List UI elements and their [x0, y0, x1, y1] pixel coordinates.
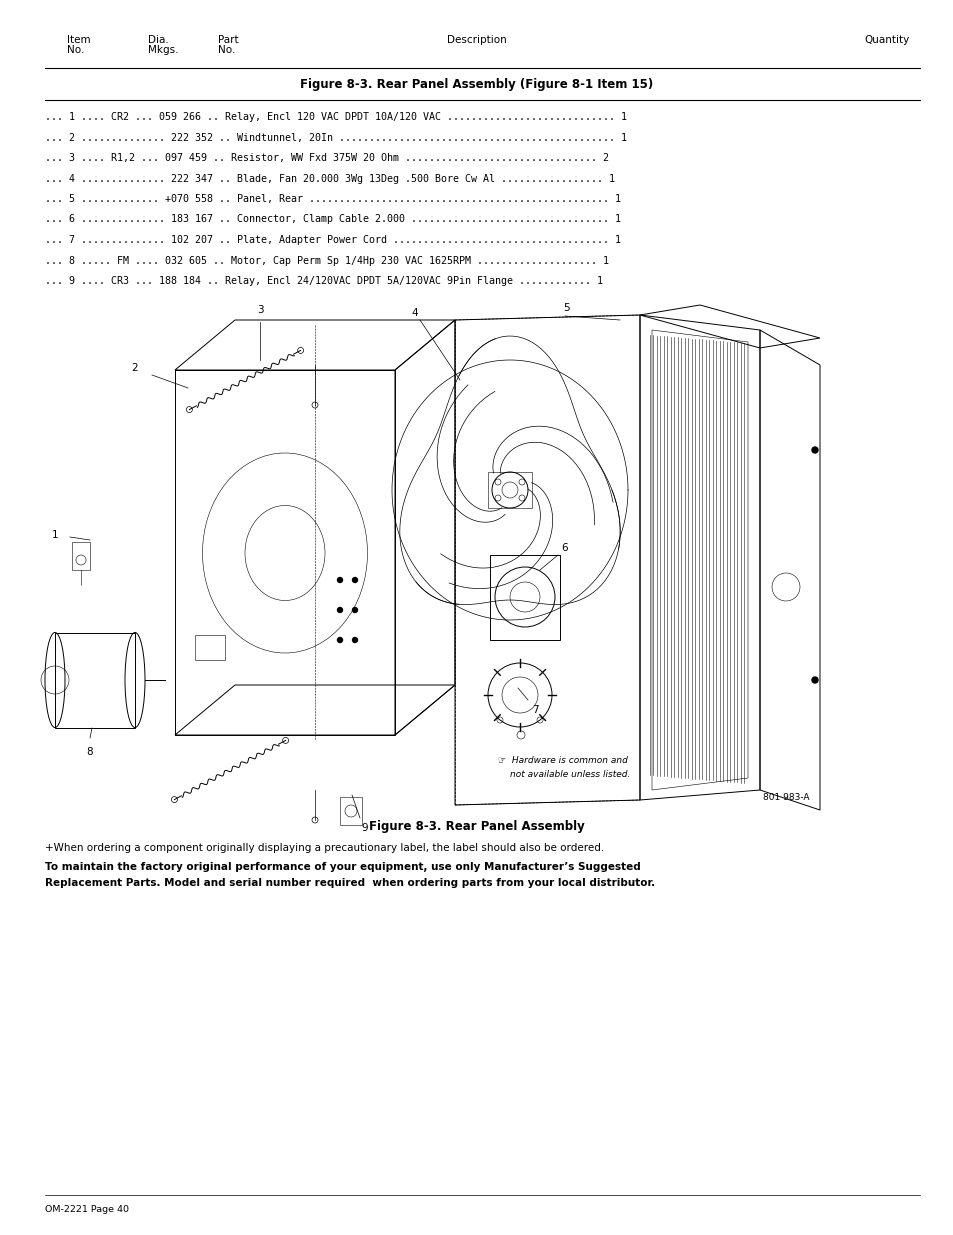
- Text: ... 8 ..... FM .... 032 605 .. Motor, Cap Perm Sp 1/4Hp 230 VAC 1625RPM ........: ... 8 ..... FM .... 032 605 .. Motor, Ca…: [45, 256, 608, 266]
- Text: 9: 9: [361, 823, 368, 832]
- Text: ☞  Hardware is common and: ☞ Hardware is common and: [497, 756, 627, 764]
- Text: +When ordering a component originally displaying a precautionary label, the labe: +When ordering a component originally di…: [45, 844, 603, 853]
- Text: Description: Description: [447, 35, 506, 44]
- Bar: [71, 542, 90, 571]
- Text: Part: Part: [218, 35, 238, 44]
- Text: ... 2 .............. 222 352 .. Windtunnel, 20In ...............................: ... 2 .............. 222 352 .. Windtunn…: [45, 132, 626, 142]
- Text: ... 4 .............. 222 347 .. Blade, Fan 20.000 3Wg 13Deg .500 Bore Cw Al ....: ... 4 .............. 222 347 .. Blade, F…: [45, 173, 615, 184]
- Text: not available unless listed.: not available unless listed.: [510, 769, 630, 779]
- Circle shape: [337, 637, 342, 642]
- Text: 5: 5: [563, 303, 570, 312]
- Text: No.: No.: [218, 44, 235, 56]
- Text: 3: 3: [256, 305, 263, 315]
- Text: ... 5 ............. +070 558 .. Panel, Rear ....................................: ... 5 ............. +070 558 .. Panel, R…: [45, 194, 620, 204]
- Text: Quantity: Quantity: [863, 35, 909, 44]
- Circle shape: [337, 578, 342, 583]
- Circle shape: [352, 578, 357, 583]
- Text: OM-2221 Page 40: OM-2221 Page 40: [45, 1205, 129, 1214]
- Circle shape: [352, 608, 357, 613]
- Text: 2: 2: [132, 363, 138, 373]
- Text: Mkgs.: Mkgs.: [148, 44, 178, 56]
- Text: 7: 7: [531, 705, 537, 715]
- Text: Dia.: Dia.: [148, 35, 169, 44]
- Text: 6: 6: [561, 543, 568, 553]
- Text: ... 9 .... CR3 ... 188 184 .. Relay, Encl 24/120VAC DPDT 5A/120VAC 9Pin Flange .: ... 9 .... CR3 ... 188 184 .. Relay, Enc…: [45, 275, 602, 287]
- Text: No.: No.: [67, 44, 84, 56]
- Circle shape: [811, 677, 817, 683]
- Bar: [488, 472, 532, 508]
- Text: To maintain the factory original performance of your equipment, use only Manufac: To maintain the factory original perform…: [45, 862, 640, 872]
- Bar: [194, 635, 225, 659]
- Text: ... 6 .............. 183 167 .. Connector, Clamp Cable 2.000 ...................: ... 6 .............. 183 167 .. Connecto…: [45, 215, 620, 225]
- Text: ... 3 .... R1,2 ... 097 459 .. Resistor, WW Fxd 375W 20 Ohm ....................: ... 3 .... R1,2 ... 097 459 .. Resistor,…: [45, 153, 608, 163]
- Text: 8: 8: [87, 747, 93, 757]
- Text: Figure 8-3. Rear Panel Assembly: Figure 8-3. Rear Panel Assembly: [369, 820, 584, 832]
- Circle shape: [352, 637, 357, 642]
- Bar: [55, 632, 135, 727]
- Text: 801 983-A: 801 983-A: [762, 793, 809, 802]
- Circle shape: [811, 447, 817, 453]
- Text: Replacement Parts. Model and serial number required  when ordering parts from yo: Replacement Parts. Model and serial numb…: [45, 878, 655, 888]
- Text: Figure 8-3. Rear Panel Assembly (Figure 8-1 Item 15): Figure 8-3. Rear Panel Assembly (Figure …: [300, 78, 653, 91]
- Bar: [339, 797, 361, 825]
- Text: ... 7 .............. 102 207 .. Plate, Adapter Power Cord ......................: ... 7 .............. 102 207 .. Plate, A…: [45, 235, 620, 245]
- Text: 4: 4: [412, 308, 417, 317]
- Text: ... 1 .... CR2 ... 059 266 .. Relay, Encl 120 VAC DPDT 10A/120 VAC .............: ... 1 .... CR2 ... 059 266 .. Relay, Enc…: [45, 112, 626, 122]
- Text: Item: Item: [67, 35, 91, 44]
- Circle shape: [337, 608, 342, 613]
- Text: 1: 1: [51, 530, 58, 540]
